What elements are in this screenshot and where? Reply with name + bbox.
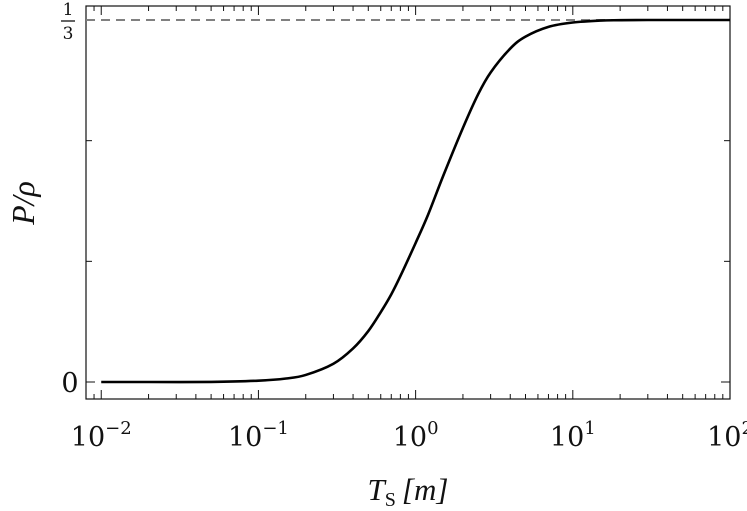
- y-tick-labels: 0 1 3: [61, 0, 79, 399]
- x-tick-label-exponent: 0: [427, 418, 438, 439]
- x-tick-label: 100: [393, 418, 439, 453]
- x-tick-label-exponent: −2: [105, 418, 132, 439]
- y-axis-label: P/ρ: [5, 181, 41, 226]
- y-tick-label-numerator: 1: [63, 0, 74, 20]
- y-tick-label: 0: [61, 368, 78, 399]
- x-axis-label-sub: S: [385, 489, 396, 511]
- x-tick-label: 10−1: [228, 418, 289, 453]
- x-axis-label: TS [m]: [368, 472, 449, 511]
- x-axis-label-unit: [m]: [402, 472, 449, 507]
- x-tick-label-exponent: 1: [584, 418, 595, 439]
- x-tick-label-base: 10: [228, 422, 262, 453]
- x-tick-label: 101: [550, 418, 596, 453]
- y-tick-label-denominator: 3: [63, 24, 74, 44]
- plot-frame: [85, 5, 731, 400]
- x-tick-label-exponent: −1: [262, 418, 289, 439]
- x-tick-label: 102: [707, 418, 747, 453]
- x-tick-label-base: 10: [707, 422, 741, 453]
- x-tick-label-base: 10: [550, 422, 584, 453]
- x-tick-label-base: 10: [393, 422, 427, 453]
- series-line: [101, 18, 730, 384]
- x-tick-label-base: 10: [71, 422, 105, 453]
- x-axis-label-main: T: [368, 472, 388, 507]
- tick-marks: [85, 6, 731, 399]
- x-tick-label-exponent: 2: [741, 418, 747, 439]
- x-tick-labels: 10−210−1100101102: [71, 418, 747, 453]
- x-tick-label: 10−2: [71, 418, 132, 453]
